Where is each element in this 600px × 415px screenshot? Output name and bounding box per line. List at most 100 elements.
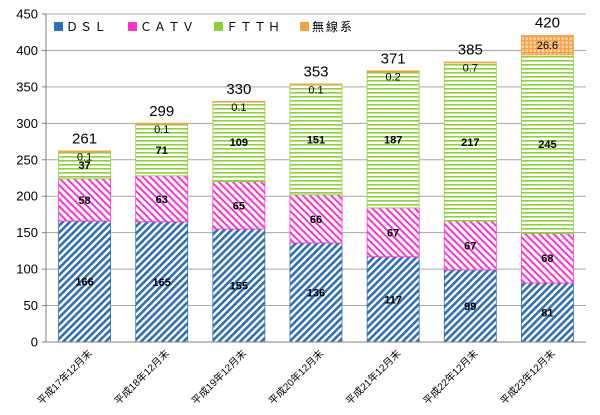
dsl-segment-label: 117 — [384, 294, 402, 306]
dsl-segment-label: 166 — [75, 277, 93, 289]
legend-label: ＤＳＬ — [66, 20, 108, 34]
bar-stack: 117 67 187 0.2 371 — [366, 50, 420, 343]
y-tick-label: 150 — [16, 225, 38, 240]
wireless-segment — [212, 100, 266, 103]
ftth-segment — [366, 71, 420, 209]
wireless-segment-label: 0.1 — [154, 124, 169, 136]
ftth-segment — [212, 101, 266, 183]
wireless-segment-label: 0.7 — [463, 62, 478, 74]
dsl-segment — [135, 221, 189, 343]
ftth-segment-label: 187 — [384, 135, 402, 147]
y-tick-label: 0 — [31, 335, 38, 350]
catv-segment — [135, 175, 189, 223]
ftth-segment-label: 71 — [156, 145, 168, 157]
catv-segment-label: 68 — [541, 253, 553, 265]
catv-segment-label: 67 — [464, 240, 476, 252]
legend-swatch — [214, 22, 223, 31]
legend-swatch — [54, 22, 63, 31]
ftth-segment — [521, 54, 574, 234]
catv-segment — [521, 232, 574, 284]
legend-ftth: ＦＴＴＨ — [214, 20, 282, 34]
bar-stack: 166 58 370.1 261 — [58, 131, 111, 343]
wireless-segment — [135, 122, 189, 125]
legend-swatch — [300, 22, 309, 31]
dsl-segment-label: 99 — [464, 301, 476, 313]
y-tick-label: 350 — [16, 79, 38, 94]
wireless-segment-label: 0.1 — [231, 102, 246, 114]
y-tick-label: 100 — [16, 262, 38, 277]
x-category-label: 平成18年12月末 — [112, 347, 172, 407]
wireless-segment-label: 26.6 — [537, 40, 558, 52]
ftth-segment-label: 151 — [307, 135, 325, 147]
ftth-segment — [58, 151, 111, 180]
legend-catv: ＣＡＴＶ — [128, 20, 196, 34]
legend-swatch — [128, 22, 137, 31]
bar-stack: 136 66 151 0.1 353 — [289, 64, 343, 343]
bars: 16658370.126116563710.1299155651090.1330… — [58, 14, 574, 343]
x-category-label: 平成23年12月末 — [497, 347, 557, 407]
catv-segment-label: 66 — [310, 214, 322, 226]
total-label: 330 — [226, 81, 251, 98]
wireless-segment — [366, 70, 420, 72]
catv-segment — [58, 178, 111, 222]
legend-label: 無線系 — [312, 19, 354, 34]
dsl-segment — [443, 269, 497, 343]
wireless-segment-label: 0.1 — [77, 152, 92, 164]
ftth-segment-label: 217 — [461, 137, 479, 149]
catv-segment-label: 67 — [387, 227, 399, 239]
ftth-segment-label: 245 — [538, 139, 556, 151]
wireless-segment — [521, 35, 574, 56]
x-category-label: 平成22年12月末 — [420, 347, 480, 407]
dsl-segment — [58, 220, 111, 343]
bar-stack: 81 68 245 26.6 420 — [521, 14, 574, 343]
ftth-segment — [289, 84, 343, 196]
legend-dsl: ＤＳＬ — [54, 20, 108, 34]
catv-segment — [212, 181, 266, 230]
total-label: 261 — [72, 131, 97, 148]
x-category-label: 平成17年12月末 — [34, 347, 94, 407]
legend-label: ＣＡＴＶ — [140, 20, 196, 34]
y-tick-label: 450 — [16, 7, 38, 22]
ftth-segment — [443, 62, 497, 222]
legend-label: ＦＴＴＨ — [226, 20, 282, 34]
legend-wireless: 無線系 — [300, 19, 354, 34]
total-label: 385 — [458, 41, 483, 58]
ftth-segment — [135, 123, 189, 177]
catv-segment-label: 63 — [156, 194, 168, 206]
dsl-segment — [366, 256, 420, 343]
catv-segment-label: 65 — [233, 200, 245, 212]
total-label: 353 — [303, 64, 328, 81]
dsl-segment-label: 136 — [307, 287, 325, 299]
dsl-segment-label: 165 — [153, 277, 171, 289]
x-category-label: 平成19年12月末 — [189, 347, 249, 407]
wireless-segment-label: 0.1 — [308, 85, 323, 97]
y-tick-label: 200 — [16, 189, 38, 204]
wireless-segment — [443, 61, 497, 64]
catv-segment — [289, 194, 343, 244]
y-tick-label: 400 — [16, 43, 38, 58]
catv-segment-label: 58 — [78, 195, 90, 207]
dsl-segment — [212, 228, 266, 343]
total-label: 299 — [149, 103, 174, 120]
y-axis: 0 50 100 150 200 250 300 350 400 450 — [16, 7, 47, 350]
y-tick-label: 300 — [16, 116, 38, 131]
dsl-segment — [289, 242, 343, 343]
total-label: 371 — [381, 50, 406, 67]
wireless-segment — [58, 150, 111, 153]
total-label: 420 — [535, 14, 560, 31]
x-category-label: 平成21年12月末 — [343, 347, 403, 407]
x-axis: 平成17年12月末 平成18年12月末 平成19年12月末 平成20年12月末 平成21… — [34, 341, 586, 407]
ftth-segment-label: 37 — [78, 160, 90, 172]
wireless-segment-label: 0.2 — [385, 71, 400, 83]
x-category-label: 平成20年12月末 — [266, 347, 326, 407]
legend: ＤＳＬ ＣＡＴＶ ＦＴＴＨ 無線系 — [54, 19, 354, 34]
y-tick-label: 50 — [24, 298, 38, 313]
dsl-segment-label: 81 — [541, 307, 553, 319]
bar-stack: 99 67 217 0.7 385 — [443, 41, 497, 343]
bar-stack: 155 65 109 0.1 330 — [212, 81, 266, 343]
wireless-segment — [289, 83, 343, 86]
dsl-segment-label: 155 — [230, 281, 248, 293]
catv-segment — [366, 207, 420, 258]
bar-stack: 165 63 71 0.1 299 — [135, 103, 189, 343]
